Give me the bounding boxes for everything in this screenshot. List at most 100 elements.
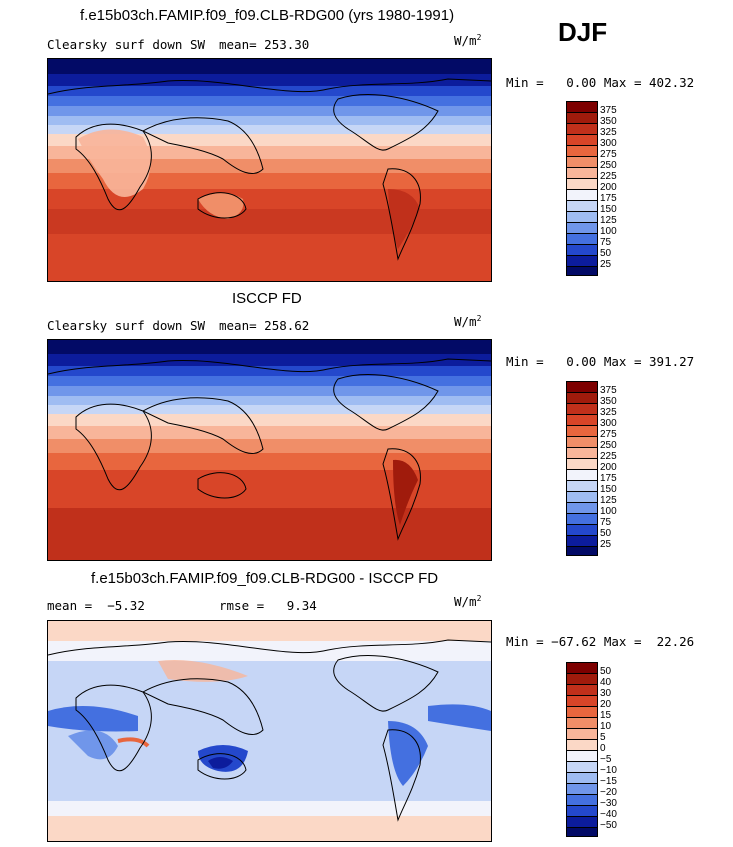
cbar1-swatch bbox=[567, 179, 597, 190]
cbar3-swatch bbox=[567, 718, 597, 729]
cbar1-tick: 150 bbox=[600, 204, 617, 215]
cbar1-swatch bbox=[567, 245, 597, 256]
cbar1-tick: 300 bbox=[600, 138, 617, 149]
cbar3-tick: −5 bbox=[600, 754, 612, 765]
cbar1-tick: 125 bbox=[600, 215, 617, 226]
cbar2-swatch bbox=[567, 393, 597, 404]
cbar1-swatch bbox=[567, 223, 597, 234]
panel2-colorbar bbox=[566, 381, 598, 556]
units-exp: 2 bbox=[476, 594, 482, 603]
cbar2-swatch bbox=[567, 492, 597, 503]
cbar3-tick: −50 bbox=[600, 820, 617, 831]
cbar3-tick: 10 bbox=[600, 721, 612, 732]
cbar1-swatch bbox=[567, 256, 597, 267]
cbar3-tick: 5 bbox=[600, 732, 606, 743]
cbar2-tick: 125 bbox=[600, 495, 617, 506]
panel1-min-value: 0.00 bbox=[566, 75, 597, 90]
panel3-units: W/m2 bbox=[454, 594, 481, 609]
cbar1-swatch bbox=[567, 102, 597, 113]
cbar2-tick: 200 bbox=[600, 462, 617, 473]
cbar3-tick: 50 bbox=[600, 666, 612, 677]
panel3-max-value: 22.26 bbox=[656, 634, 695, 649]
panel3-min-value: −67.62 bbox=[551, 634, 597, 649]
cbar3-tick: 15 bbox=[600, 710, 612, 721]
cbar1-tick: 325 bbox=[600, 127, 617, 138]
cbar3-tick: −10 bbox=[600, 765, 617, 776]
cbar2-swatch bbox=[567, 382, 597, 393]
cbar3-swatch bbox=[567, 674, 597, 685]
cbar1-swatch bbox=[567, 190, 597, 201]
cbar2-swatch bbox=[567, 470, 597, 481]
cbar1-swatch bbox=[567, 135, 597, 146]
cbar3-tick: 30 bbox=[600, 688, 612, 699]
panel3-rmse: rmse = 9.34 bbox=[219, 598, 317, 613]
units-text: W/m bbox=[454, 33, 477, 49]
cbar1-tick: 50 bbox=[600, 248, 612, 259]
cbar3-swatch bbox=[567, 773, 597, 784]
cbar2-tick: 275 bbox=[600, 429, 617, 440]
panel3-mean-label: mean = bbox=[47, 598, 93, 613]
cbar2-tick: 175 bbox=[600, 473, 617, 484]
cbar2-swatch bbox=[567, 525, 597, 536]
cbar3-swatch bbox=[567, 817, 597, 828]
cbar1-swatch bbox=[567, 146, 597, 157]
cbar3-swatch bbox=[567, 806, 597, 817]
cbar2-swatch bbox=[567, 448, 597, 459]
panel3-min-label: Min = bbox=[506, 634, 544, 649]
cbar1-swatch bbox=[567, 201, 597, 212]
cbar1-swatch bbox=[567, 124, 597, 135]
panel3-mean-value: −5.32 bbox=[107, 598, 145, 613]
cbar1-swatch bbox=[567, 168, 597, 179]
cbar3-tick: 40 bbox=[600, 677, 612, 688]
panel1-mean: mean= 253.30 bbox=[219, 37, 309, 52]
units-text: W/m bbox=[454, 594, 477, 610]
cbar2-swatch bbox=[567, 459, 597, 470]
cbar3-tick: −20 bbox=[600, 787, 617, 798]
cbar3-tick: 0 bbox=[600, 743, 606, 754]
cbar1-tick: 375 bbox=[600, 105, 617, 116]
cbar3-swatch bbox=[567, 762, 597, 773]
cbar3-tick: −30 bbox=[600, 798, 617, 809]
cbar1-tick: 225 bbox=[600, 171, 617, 182]
panel1-units: W/m2 bbox=[454, 33, 481, 48]
panel3-map bbox=[47, 620, 492, 842]
cbar2-tick: 375 bbox=[600, 385, 617, 396]
panel2-units: W/m2 bbox=[454, 314, 481, 329]
cbar2-swatch bbox=[567, 503, 597, 514]
cbar1-tick: 75 bbox=[600, 237, 612, 248]
cbar2-tick: 350 bbox=[600, 396, 617, 407]
panel2-map bbox=[47, 339, 492, 561]
cbar1-tick: 25 bbox=[600, 259, 612, 270]
cbar1-swatch bbox=[567, 234, 597, 245]
cbar1-swatch bbox=[567, 267, 597, 275]
panel3-max-label: Max = bbox=[603, 634, 642, 649]
units-exp: 2 bbox=[476, 33, 482, 42]
panel1-map-svg bbox=[48, 59, 491, 281]
panel2-minmax: Min = 0.00 Max = 391.27 bbox=[506, 354, 694, 369]
cbar3-tick: 20 bbox=[600, 699, 612, 710]
cbar1-tick: 200 bbox=[600, 182, 617, 193]
cbar1-tick: 350 bbox=[600, 116, 617, 127]
panel1-variable: Clearsky surf down SW bbox=[47, 37, 206, 52]
panel2-max-value: 391.27 bbox=[649, 354, 695, 369]
panel2-mean-value: 258.62 bbox=[264, 318, 310, 333]
cbar3-swatch bbox=[567, 663, 597, 674]
panel1-min-label: Min = bbox=[506, 75, 544, 90]
panel3-title: f.e15b03ch.FAMIP.f09_f09.CLB-RDG00 - ISC… bbox=[91, 570, 439, 587]
cbar2-swatch bbox=[567, 426, 597, 437]
cbar3-swatch bbox=[567, 707, 597, 718]
panel3-map-svg bbox=[48, 621, 491, 841]
cbar3-swatch bbox=[567, 795, 597, 806]
cbar1-tick: 175 bbox=[600, 193, 617, 204]
panel2-title: ISCCP FD bbox=[232, 290, 302, 307]
cbar1-tick: 250 bbox=[600, 160, 617, 171]
cbar1-swatch bbox=[567, 212, 597, 223]
cbar2-swatch bbox=[567, 404, 597, 415]
panel3-rmse-value: 9.34 bbox=[286, 598, 317, 613]
panel1-title: f.e15b03ch.FAMIP.f09_f09.CLB-RDG00 (yrs … bbox=[80, 7, 455, 24]
cbar3-swatch bbox=[567, 685, 597, 696]
cbar3-tick: −40 bbox=[600, 809, 617, 820]
units-text: W/m bbox=[454, 314, 477, 330]
cbar2-swatch bbox=[567, 437, 597, 448]
cbar1-tick: 275 bbox=[600, 149, 617, 160]
